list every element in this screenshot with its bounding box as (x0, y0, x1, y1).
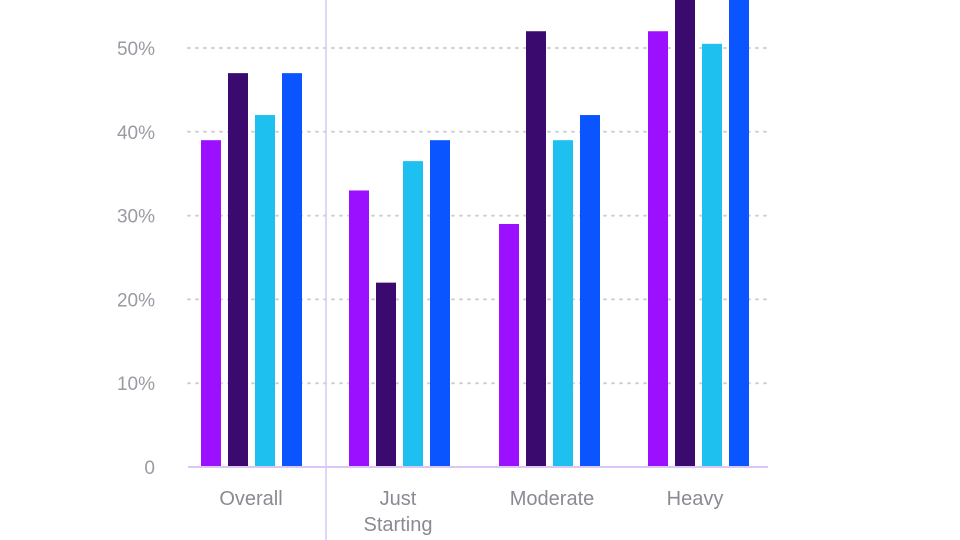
category-label: Moderate (510, 488, 595, 510)
bar (675, 0, 695, 467)
category-label: Heavy (667, 488, 724, 510)
bar (255, 115, 275, 467)
y-tick-label: 40% (117, 123, 155, 144)
bar (349, 190, 369, 467)
category-label: Just (380, 488, 417, 510)
bar (430, 140, 450, 467)
bar (282, 73, 302, 467)
bar (201, 140, 221, 467)
y-tick-label: 30% (117, 207, 155, 228)
y-tick-label: 0 (144, 458, 155, 479)
y-tick-label: 50% (117, 39, 155, 60)
category-label: Overall (219, 488, 282, 510)
y-tick-label: 20% (117, 290, 155, 311)
bar (228, 73, 248, 467)
bar (499, 223, 519, 467)
y-tick-label: 10% (117, 374, 155, 395)
bar (403, 161, 423, 467)
bar (553, 140, 573, 467)
bar (648, 31, 668, 468)
category-label: Starting (364, 514, 433, 536)
bar (376, 282, 396, 467)
bar (580, 115, 600, 467)
bar (729, 0, 749, 467)
bar (526, 31, 546, 468)
bar (702, 43, 722, 468)
